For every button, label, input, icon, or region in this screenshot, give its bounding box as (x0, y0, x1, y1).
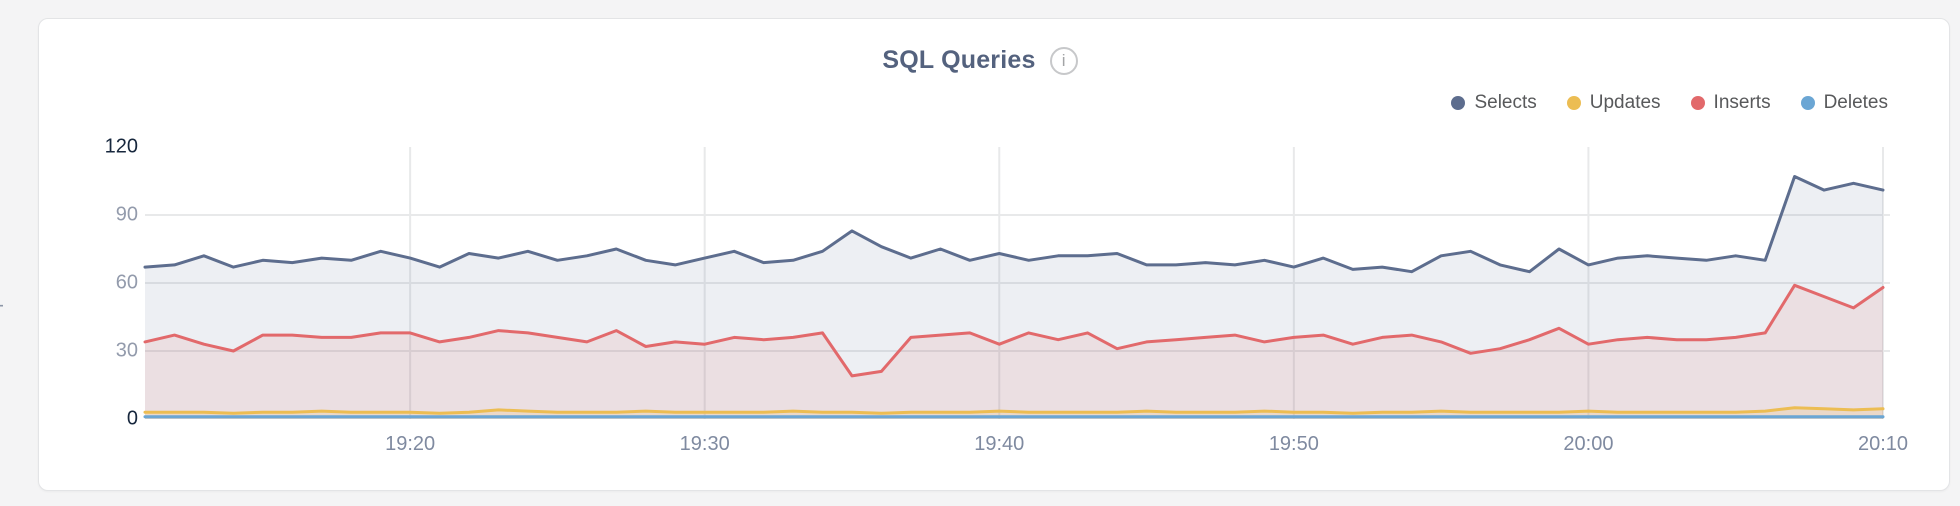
legend-label: Updates (1589, 92, 1661, 113)
x-axis-tick-19-30: 19:30 (679, 433, 730, 455)
legend-item-selects[interactable]: Selects (1451, 92, 1537, 114)
legend-label: Inserts (1713, 92, 1771, 113)
x-axis-tick-19-20: 19:20 (385, 433, 436, 455)
legend-dot-selects (1451, 96, 1466, 110)
chart-title: SQL Queries (882, 46, 1036, 74)
legend-dot-inserts (1690, 96, 1705, 110)
legend-label: Deletes (1823, 92, 1888, 113)
y-axis-tick-60: 60 (115, 271, 138, 294)
x-axis-tick-20-10: 20:10 (1857, 433, 1909, 455)
y-axis-title: queries (0, 251, 4, 315)
y-axis-tick-0: 0 (126, 407, 138, 430)
legend: Selects Updates Inserts Deletes (1451, 92, 1888, 114)
info-icon[interactable]: i (1049, 46, 1078, 75)
legend-item-inserts[interactable]: Inserts (1690, 92, 1771, 114)
x-axis-tick-20-00: 20:00 (1563, 433, 1614, 455)
x-axis-tick-19-50: 19:50 (1268, 433, 1319, 455)
legend-dot-deletes (1800, 96, 1815, 110)
legend-item-deletes[interactable]: Deletes (1800, 92, 1888, 114)
y-axis-tick-90: 90 (115, 203, 138, 226)
y-axis-tick-120: 120 (104, 135, 138, 158)
chart-header: SQL Queries i (0, 46, 1960, 75)
legend-item-updates[interactable]: Updates (1566, 92, 1661, 114)
legend-dot-updates (1566, 96, 1581, 110)
x-axis-tick-19-40: 19:40 (974, 433, 1025, 455)
y-axis-tick-30: 30 (115, 339, 138, 362)
chart-card (38, 18, 1950, 491)
legend-label: Selects (1474, 92, 1537, 113)
